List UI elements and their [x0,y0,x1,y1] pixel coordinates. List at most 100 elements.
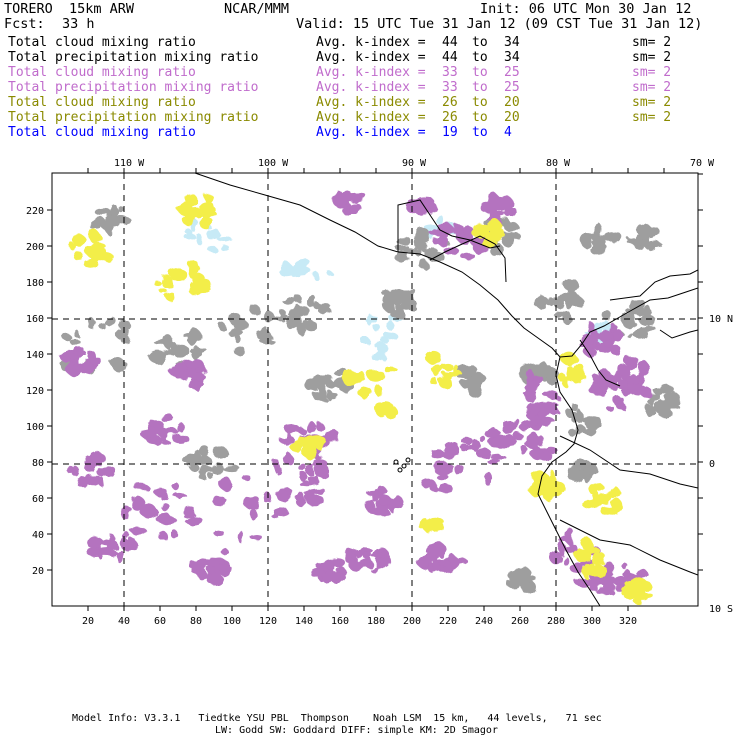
legend-from: 44 [442,35,458,50]
x-tick-label: 120 [259,616,277,627]
purple-cloud [66,451,117,488]
legend-field: Total cloud mixing ratio [8,125,196,140]
purple-cloud [405,196,438,216]
x-tick-label: 280 [547,616,565,627]
purple-cloud [87,532,139,563]
purple-cloud [579,321,623,359]
gray-cloud [394,227,450,269]
legend-sm: sm= 2 [632,80,672,95]
purple-cloud [169,359,207,391]
lat-label: 10 S [709,604,733,615]
legend-to-word: to [472,50,488,65]
purple-cloud [189,558,232,586]
lon-label: 90 W [402,158,427,169]
gray-cloud [273,294,332,336]
y-tick-label: 160 [26,314,44,325]
coastline [559,519,698,576]
y-tick-label: 100 [26,422,44,433]
init-time: Init: 06 UTC Mon 30 Jan 12 [480,1,692,17]
coastline [559,435,698,489]
gray-cloud [645,383,682,418]
cloud-field-layer [59,190,682,605]
gray-cloud [507,567,537,594]
yellow-cloud [152,260,212,302]
lon-label: 70 W [690,158,715,169]
y-tick-label: 40 [32,530,44,541]
gray-cloud [217,303,275,356]
yellow-cloud [425,350,463,389]
legend-kidx: Avg. k-index = [316,35,426,50]
coastline [194,173,698,358]
legend-from: 19 [442,125,458,140]
model-title: TORERO 15km ARW [4,1,135,17]
legend-to-word: to [472,110,488,125]
legend-kidx: Avg. k-index = [316,65,426,80]
forecast-label: Fcst: [4,16,45,32]
y-tick-label: 200 [26,242,44,253]
yellow-cloud [341,367,398,420]
legend-sm: sm= 2 [632,110,672,125]
y-tick-label: 220 [26,206,44,217]
y-tick-label: 60 [32,494,44,505]
x-tick-label: 180 [367,616,385,627]
x-tick-label: 300 [583,616,601,627]
purple-cloud [182,475,294,555]
legend-to: 20 [504,110,520,125]
legend-kidx: Avg. k-index = [316,95,426,110]
legend-field: Total cloud mixing ratio [8,95,196,110]
lon-label: 80 W [546,158,571,169]
yellow-cloud [582,483,623,517]
y-tick-label: 140 [26,350,44,361]
gray-cloud [304,368,355,402]
legend-to: 25 [504,80,520,95]
yellow-cloud [177,194,217,230]
x-tick-label: 200 [403,616,421,627]
legend-to-word: to [472,35,488,50]
legend-field: Total cloud mixing ratio [8,65,196,80]
gray-cloud [381,289,417,319]
legend-sm: sm= 2 [632,50,672,65]
legend-to-word: to [472,95,488,110]
legend-to-word: to [472,80,488,95]
lat-lon-grid [52,173,698,606]
island [397,467,403,473]
gray-cloud [456,365,486,398]
yellow-cloud [471,219,505,247]
gray-cloud [564,403,602,437]
x-tick-label: 220 [439,616,457,627]
x-tick-label: 40 [118,616,130,627]
island [401,463,407,469]
legend-to: 20 [504,95,520,110]
yellow-cloud [621,577,654,605]
physics-info: LW: Godd SW: Goddard DIFF: simple KM: 2D… [215,725,498,736]
lat-label: 10 N [709,314,733,325]
legend-field: Total precipitation mixing ratio [8,80,259,95]
legend-field: Total precipitation mixing ratio [8,110,259,125]
legend-kidx: Avg. k-index = [316,80,426,95]
x-tick-label: 240 [475,616,493,627]
gray-cloud [567,459,598,483]
gray-cloud [580,222,622,255]
legend-kidx: Avg. k-index = [316,125,426,140]
axis-ticks: 110 W 100 W 90 W 80 W 70 W 10 N 0 10 S 20 40 60 80 1… [26,158,733,627]
x-tick-label: 320 [619,616,637,627]
island [393,459,399,465]
legend-from: 33 [442,65,458,80]
x-tick-label: 140 [295,616,313,627]
purple-cloud [588,369,625,412]
cyan-cloud [279,258,334,280]
yellow-cloud [574,538,607,579]
purple-cloud [523,370,560,423]
cyan-cloud [359,313,402,363]
lon-label: 110 W [114,158,145,169]
legend-sm: sm= 2 [632,35,672,50]
legend-to-word: to [472,125,488,140]
y-tick-label: 180 [26,278,44,289]
gray-cloud [182,445,241,480]
yellow-cloud [529,470,566,501]
legend-to: 4 [504,125,512,140]
y-tick-label: 20 [32,566,44,577]
x-tick-label: 60 [154,616,166,627]
purple-cloud [332,190,367,216]
